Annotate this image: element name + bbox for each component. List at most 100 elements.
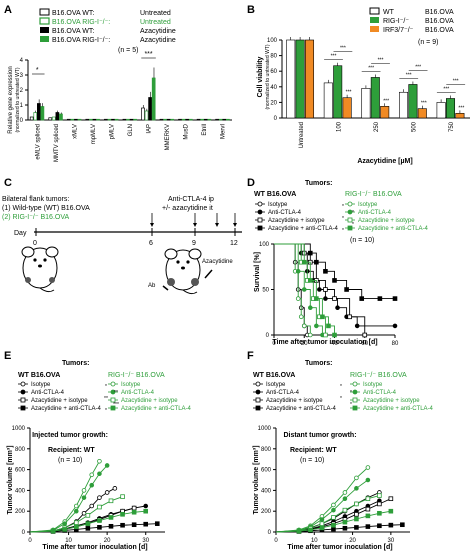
protocol-line2: (2) RIG-I⁻/⁻ B16.OVA [2,214,69,221]
bar [107,118,112,121]
panel-c-letter: C [4,177,12,189]
data-point [81,495,87,500]
bar [55,112,60,121]
bar [48,117,53,121]
data-point [131,509,137,515]
y-tick-label: 60 [270,69,277,75]
category-label: 500 [412,121,418,132]
data-point [319,521,325,526]
x-tick-label: 80 [392,341,399,347]
data-point [388,496,394,502]
legend-label: Isotype [121,382,141,388]
data-point [317,287,322,292]
data-point [307,278,313,283]
bar [92,118,97,121]
data-point [319,525,325,531]
y-tick-label: 2 [20,88,24,94]
category-label: Untreated [299,122,305,148]
data-point [377,493,382,498]
category-label: 100 [336,121,342,132]
y-tick-label: 4 [20,58,24,64]
legend-label: Azacytidine + anti-CTLA-4 [121,406,192,412]
data-point [377,501,382,507]
bar [133,118,137,121]
x-tick-label: 20 [104,538,111,544]
data-point [112,486,118,491]
panel-d-chart: 0 50 100 0 20 40 60 80 [259,242,399,347]
x-tick-label: 0 [274,538,278,544]
legend-label: Azacytidine + isotype [268,218,325,224]
data-point [314,296,319,301]
data-point [331,522,336,528]
data-point [347,314,352,320]
sig-marker: * [350,402,352,408]
y-axis-label-line2: (normalized to untreated WT) [265,44,271,109]
bar [342,97,352,119]
bar [111,118,115,121]
sig-marker: *** [421,101,427,107]
bar [141,107,145,121]
data-point [354,501,359,507]
y-tick-label: 200 [15,509,26,515]
legend-swatch [369,7,380,15]
bar [178,118,182,121]
data-point [314,323,319,329]
legend-marker [352,397,358,403]
bar [59,113,63,121]
bar [417,108,427,119]
y-tick-label: 400 [15,488,26,494]
panel-d: D Tumors: WT B16.OVA RIG-I⁻/⁻ B16.OVA Is… [247,177,429,347]
data-point [342,507,348,513]
panel-a: A B16.OVA WT: Untreated B16.OVA RIG-I⁻/⁻… [4,4,232,162]
data-point [154,521,160,526]
data-point [400,522,405,528]
data-point [97,518,102,523]
data-point [319,517,325,522]
legend-label: IRF3/7⁻/⁻ [383,27,414,34]
arrowhead [233,223,237,227]
data-point [354,516,359,522]
bar [170,118,175,121]
data-point [295,268,301,274]
legend-label: B16.OVA RIG-I⁻/⁻: [52,37,110,44]
y-tick-label: 0 [268,530,272,536]
legend-swatch [39,17,50,25]
series-line [274,243,395,327]
data-point [354,486,359,491]
data-point [104,490,110,495]
legend-label: Isotype [358,202,378,208]
y-axis-label-line2: (normalized to untreated WT) [15,67,21,132]
legend-label: Anti-CTLA-4 [121,390,155,396]
sig-marker: *** [378,57,384,63]
sig-marker: * [340,384,342,390]
bar [399,91,409,119]
bar [166,118,171,121]
data-point [120,522,125,528]
sig-marker: *** [453,79,459,85]
legend-marker [257,225,263,231]
legend-marker [110,397,116,403]
data-point [298,314,304,320]
data-point [73,508,79,514]
y-tick-label: 1000 [12,426,26,432]
tumors-label: Tumors: [62,360,89,367]
x-tick-label: 30 [142,538,149,544]
data-point [85,513,91,518]
chart-subtitle: Injected tumor growth: [32,432,108,439]
legend-marker [347,217,353,223]
bar [323,82,333,119]
data-point [377,510,382,516]
category-label: IAP [147,124,153,134]
y-tick-label: 0 [22,530,26,536]
panel-b: B WT B16.OVA RIG-I⁻/⁻ B16.OVA IRF3/7⁻/⁻ … [247,4,470,165]
legend-label: Isotype [268,202,288,208]
data-point [73,524,79,530]
wt-label: WT B16.OVA [253,372,295,379]
legend-label: Azacytidine + isotype [121,398,178,404]
data-point [359,296,365,301]
y-tick-label: 200 [261,509,272,515]
legend-label: Anti-CTLA-4 [268,210,302,216]
x-axis-label: Time after tumor inoculation [d] [287,544,392,551]
data-point [388,508,394,514]
